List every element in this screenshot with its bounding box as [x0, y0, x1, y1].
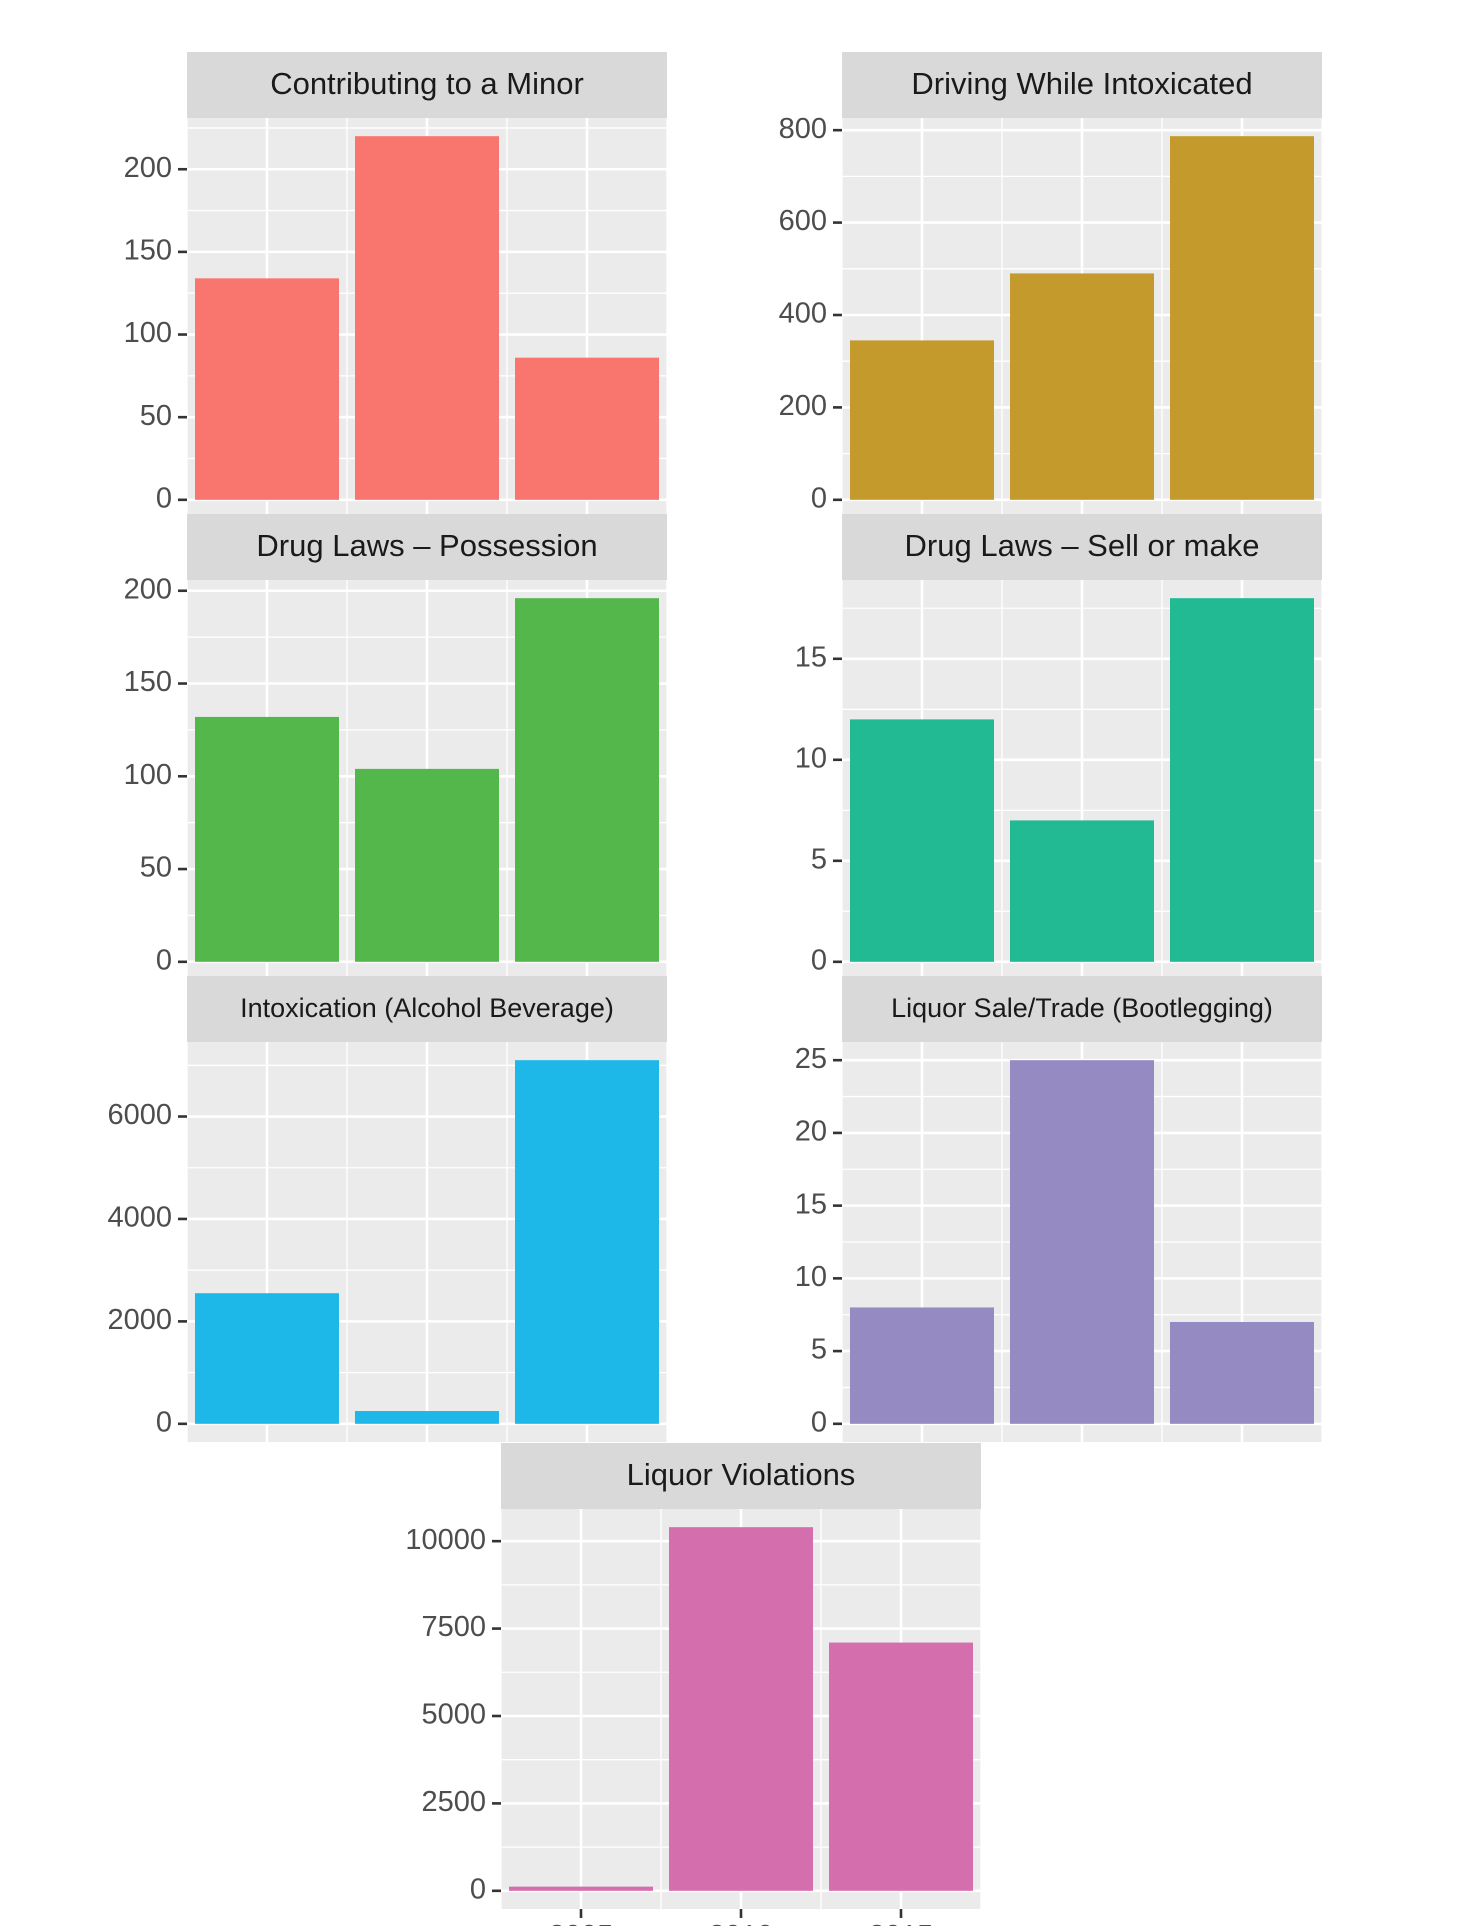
bar — [355, 1411, 499, 1424]
bar — [829, 1642, 973, 1891]
facet-panel: Driving While Intoxicated 0 200 400 600 800 — [779, 52, 1323, 518]
bar — [1170, 136, 1314, 500]
bar — [195, 278, 339, 500]
x-tick-label: 2005 — [549, 1920, 614, 1926]
y-tick-label: 10 — [795, 1261, 827, 1293]
bar — [515, 357, 659, 500]
bar — [1010, 273, 1154, 500]
x-tick-label: 2010 — [709, 1920, 774, 1926]
bar — [850, 340, 994, 500]
facet-strip — [842, 514, 1322, 580]
bar — [515, 598, 659, 962]
y-tick-label: 150 — [124, 666, 172, 698]
bar — [850, 719, 994, 962]
y-tick-label: 0 — [811, 482, 827, 514]
bar — [355, 136, 499, 500]
y-tick-label: 50 — [140, 400, 172, 432]
facet-title: Liquor Sale/Trade (Bootlegging) — [891, 993, 1273, 1023]
y-tick-label: 2000 — [107, 1304, 172, 1336]
y-tick-label: 200 — [124, 152, 172, 184]
y-tick-label: 6000 — [107, 1099, 172, 1131]
y-tick-label: 0 — [811, 944, 827, 976]
y-tick-label: 25 — [795, 1043, 827, 1075]
facet-title: Driving While Intoxicated — [911, 66, 1252, 101]
x-tick-label: 2015 — [869, 1920, 934, 1926]
y-tick-label: 7500 — [421, 1611, 486, 1643]
y-tick-label: 200 — [124, 573, 172, 605]
bar — [850, 1307, 994, 1424]
facet-strip — [187, 52, 667, 118]
y-tick-label: 10 — [795, 742, 827, 774]
facet-strip — [842, 976, 1322, 1042]
facet-title: Drug Laws – Sell or make — [905, 528, 1260, 563]
y-tick-label: 0 — [811, 1406, 827, 1438]
facet-panel: Drug Laws – Possession 0 50 100 150 200 — [124, 514, 668, 980]
y-tick-label: 4000 — [107, 1202, 172, 1234]
facet-strip — [842, 52, 1322, 118]
bar — [195, 1293, 339, 1424]
y-tick-label: 15 — [795, 1188, 827, 1220]
y-tick-label: 800 — [779, 113, 827, 145]
bar — [1010, 820, 1154, 962]
facet-panel: Intoxication (Alcohol Beverage) 0 2000 4000… — [107, 976, 668, 1442]
y-tick-label: 0 — [470, 1873, 486, 1905]
y-tick-label: 5 — [811, 843, 827, 875]
y-tick-label: 5000 — [421, 1699, 486, 1731]
facet-panel: Contributing to a Minor 0 50 100 150 200 — [124, 52, 668, 518]
y-tick-label: 10000 — [405, 1524, 486, 1556]
facet-strip — [501, 1443, 981, 1509]
bar — [1010, 1060, 1154, 1424]
y-tick-label: 0 — [156, 1406, 172, 1438]
y-tick-label: 50 — [140, 852, 172, 884]
bar — [515, 1060, 659, 1424]
y-tick-label: 2500 — [421, 1786, 486, 1818]
bar — [1170, 598, 1314, 962]
y-tick-label: 0 — [156, 482, 172, 514]
y-tick-label: 20 — [795, 1116, 827, 1148]
facet-strip — [187, 976, 667, 1042]
y-tick-label: 15 — [795, 641, 827, 673]
facet-title: Drug Laws – Possession — [256, 528, 597, 563]
y-tick-label: 600 — [779, 205, 827, 237]
facet-title: Contributing to a Minor — [270, 66, 584, 101]
facet-panel: Liquor Violations 0 2500 5000 7500 10000 2005 2… — [405, 1443, 982, 1926]
y-tick-label: 0 — [156, 944, 172, 976]
bar — [195, 716, 339, 962]
bar — [1170, 1322, 1314, 1424]
facet-title: Intoxication (Alcohol Beverage) — [240, 993, 614, 1023]
y-tick-label: 5 — [811, 1334, 827, 1366]
y-tick-label: 200 — [779, 390, 827, 422]
facet-title: Liquor Violations — [627, 1457, 856, 1492]
y-tick-label: 150 — [124, 235, 172, 267]
facet-panel: Drug Laws – Sell or make 0 5 10 15 — [795, 514, 1323, 980]
y-tick-label: 400 — [779, 298, 827, 330]
bar — [509, 1886, 653, 1891]
bar — [669, 1527, 813, 1891]
bar — [355, 768, 499, 962]
y-tick-label: 100 — [124, 317, 172, 349]
facet-strip — [187, 514, 667, 580]
facet-panel: Liquor Sale/Trade (Bootlegging) 0 5 10 15 20 2… — [795, 976, 1323, 1442]
y-tick-label: 100 — [124, 759, 172, 791]
